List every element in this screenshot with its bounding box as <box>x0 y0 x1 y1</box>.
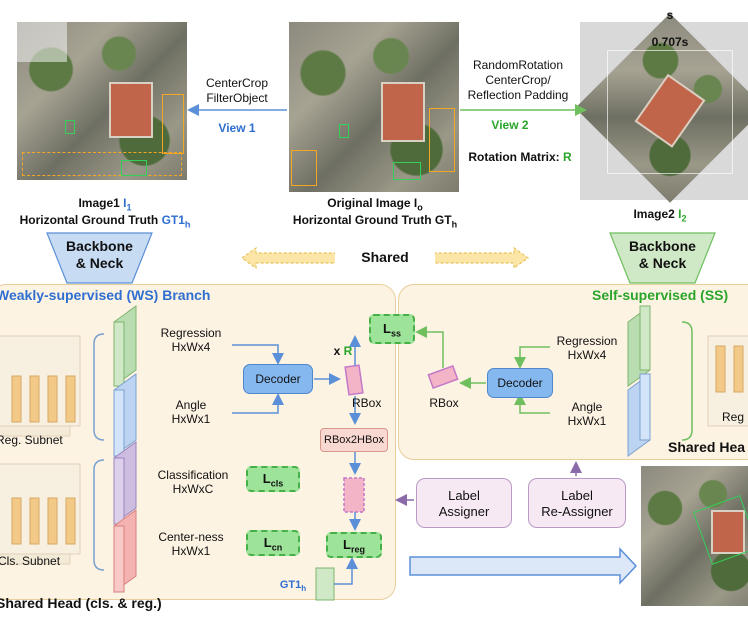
ws-angle-label: Angle HxWx1 <box>171 398 211 426</box>
rotation-matrix-label: Rotation Matrix: R <box>468 150 572 164</box>
rbox2hbox-box: RBox2HBox <box>320 428 388 452</box>
view1-label: View 1 <box>218 121 256 135</box>
ws-decoder: Decoder <box>243 364 313 394</box>
ws-classification-map <box>113 441 137 525</box>
shared-label: Shared <box>335 250 435 264</box>
ws-rbox-label: RBox <box>352 396 382 410</box>
size-label-0707s: 0.707s <box>651 35 689 49</box>
ss-rbox-label: RBox <box>429 396 459 410</box>
cls-subnet-stack <box>0 463 81 565</box>
original-image-caption: Original Image Io <box>327 196 423 213</box>
label-reassigner-box: Label Re-Assigner <box>528 478 626 528</box>
view2-op-rotation: RandomRotation <box>472 58 564 72</box>
ws-regression-label: Regression HxWx4 <box>160 326 222 354</box>
loss-ss: Lss <box>369 314 415 344</box>
original-image-photo <box>289 22 459 192</box>
ss-angle-map <box>627 373 651 457</box>
ss-branch-title: Self-supervised (SS) <box>592 287 729 303</box>
loss-reg: Lreg <box>326 532 382 558</box>
image1-photo <box>17 22 187 180</box>
ws-regression-map <box>113 305 137 387</box>
gt1h-label: GT1h <box>279 579 307 594</box>
cls-subnet-label: Cls. Subnet <box>0 554 61 568</box>
size-label-s: s <box>666 8 674 22</box>
ws-classification-label: Classification HxWxC <box>157 468 229 496</box>
ws-shared-head-label: Shared Head (cls. & reg.) <box>0 595 162 611</box>
view2-label: View 2 <box>491 118 529 132</box>
ws-rbox-shape <box>344 364 364 396</box>
left-backbone-shape <box>46 232 153 284</box>
image1-gt-caption: Horizontal Ground Truth GT1h <box>19 213 191 230</box>
view2-op-centercrop: CenterCrop/ <box>485 73 551 87</box>
image2-inner-crop-outline <box>607 50 733 174</box>
ws-centerness-map <box>113 509 137 593</box>
loss-cls: Lcls <box>246 466 300 492</box>
ss-regression-label: Regression HxWx4 <box>556 334 618 362</box>
ws-centerness-label: Center-ness HxWx1 <box>158 530 224 558</box>
reg-subnet-label: Reg. Subnet <box>0 433 63 447</box>
right-backbone-label: Backbone & Neck <box>629 238 696 271</box>
label-assigner-box: Label Assigner <box>416 478 512 528</box>
image1-caption: Image1 I1 <box>78 196 132 213</box>
ss-branch-panel <box>398 284 748 460</box>
left-backbone-label: Backbone & Neck <box>66 238 133 271</box>
ss-rbox-shape <box>427 365 459 389</box>
view2-op-padding: Reflection Padding <box>467 88 569 102</box>
view1-op-centercrop: CenterCrop <box>205 76 269 90</box>
ws-branch-title: Weakly-supervised (WS) Branch <box>0 287 211 303</box>
ss-regression-map <box>627 305 651 387</box>
right-backbone-shape <box>609 232 716 284</box>
view1-op-filterobject: FilterObject <box>206 91 268 105</box>
loss-cn: Lcn <box>246 530 300 556</box>
ss-shared-head-label: Shared Hea <box>668 439 746 455</box>
ss-decoder: Decoder <box>487 368 553 398</box>
times-r-label: x R <box>333 344 353 358</box>
original-gt-caption: Horizontal Ground Truth GTh <box>292 213 458 230</box>
image2-caption: Image2 I2 <box>633 207 687 224</box>
ss-angle-label: Angle HxWx1 <box>567 400 607 428</box>
output-arrow <box>409 547 638 585</box>
output-image-photo <box>641 466 748 606</box>
ws-hbox-shape <box>343 477 365 513</box>
reg-subnet-stack <box>0 335 81 437</box>
gt1h-box <box>315 567 335 601</box>
ws-angle-map <box>113 373 137 457</box>
ss-reg-subnet-label-cut: Reg <box>722 410 745 424</box>
